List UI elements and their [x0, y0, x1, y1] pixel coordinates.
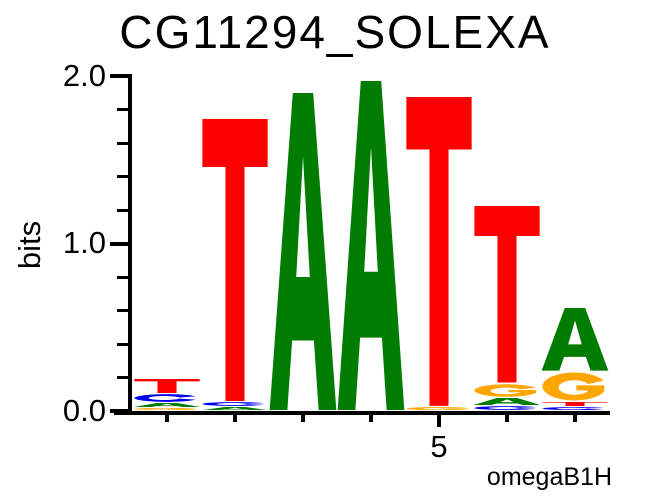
y-minor-tick — [117, 141, 128, 145]
logo-letter-T-pos5 — [406, 96, 472, 406]
y-minor-tick — [117, 309, 128, 312]
logo-letter-C-pos2 — [202, 401, 264, 406]
y-minor-tick — [117, 275, 128, 279]
x-axis-line — [114, 411, 610, 415]
x-minor-tick — [301, 415, 305, 422]
logo-letter-C-pos6 — [474, 406, 536, 410]
logo-letter-G-pos5 — [406, 406, 469, 410]
y-major-tick — [110, 409, 128, 413]
page-title: CG11294_SOLEXA — [119, 6, 551, 58]
x-minor-tick — [505, 415, 509, 422]
y-axis-line — [128, 74, 132, 415]
x-minor-tick — [233, 415, 237, 422]
logo-letter-A-pos1 — [133, 402, 201, 407]
logo-letter-T-pos6 — [474, 206, 540, 383]
logo-letter-G-pos1 — [134, 408, 197, 410]
logo-letter-A-pos3 — [269, 92, 337, 410]
y-minor-tick — [117, 208, 128, 212]
x-major-tick — [437, 415, 441, 427]
x-tick-label-5: 5 — [430, 429, 448, 464]
x-minor-tick — [165, 415, 169, 422]
y-tick-label-1.0: 1.0 — [62, 225, 106, 260]
logo-letter-T-pos7 — [542, 401, 608, 406]
logo-letter-G-pos6 — [474, 384, 537, 397]
y-minor-tick — [117, 376, 128, 379]
logo-letter-T-pos2 — [202, 118, 268, 401]
logo-letter-C-pos1 — [134, 394, 196, 402]
y-tick-label-0.0: 0.0 — [62, 393, 106, 428]
y-major-tick — [110, 74, 128, 78]
y-axis-label: bits — [12, 220, 47, 270]
x-minor-tick — [573, 415, 577, 422]
y-tick-label-2.0: 2.0 — [62, 58, 106, 93]
logo-letter-T-pos1 — [134, 378, 200, 393]
logo-letter-C-pos7 — [542, 406, 604, 410]
logo-letter-A-pos2 — [201, 406, 269, 410]
y-major-tick — [110, 241, 128, 246]
logo-letter-A-pos6 — [473, 397, 541, 405]
y-minor-tick — [117, 108, 128, 111]
credit-label: omegaB1H — [486, 463, 612, 491]
x-minor-tick — [369, 415, 373, 422]
logo-letter-G-pos7 — [542, 372, 605, 401]
y-minor-tick — [117, 342, 128, 346]
logo-letter-A-pos4 — [337, 81, 405, 410]
y-minor-tick — [117, 175, 128, 178]
logo-letter-A-pos7 — [541, 307, 609, 371]
